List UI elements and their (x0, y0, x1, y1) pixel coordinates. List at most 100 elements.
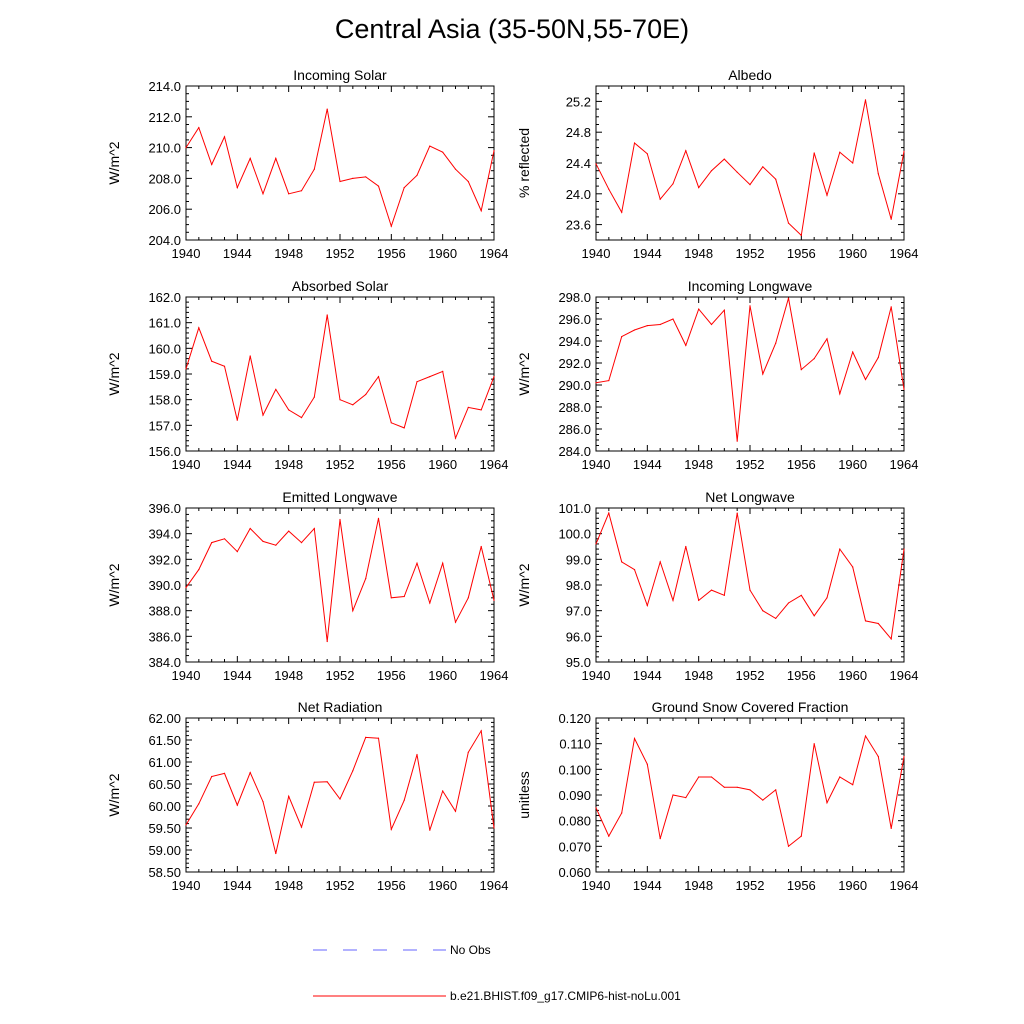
data-point (403, 799, 405, 801)
data-point (467, 406, 469, 408)
y-tick-label: 210.0 (148, 141, 181, 156)
x-tick-label: 1956 (377, 668, 406, 683)
data-point (339, 399, 341, 401)
data-point (659, 561, 661, 563)
plot-frame (595, 507, 905, 663)
x-tick-label: 1944 (223, 668, 252, 683)
data-point (877, 755, 879, 758)
y-tick-label: 288.0 (558, 400, 591, 415)
data-point (633, 142, 636, 144)
panel-title: Albedo (728, 67, 772, 83)
data-point (633, 737, 636, 740)
x-tick-label: 1948 (274, 878, 303, 893)
y-tick-label: 97.0 (566, 604, 591, 619)
x-tick-label: 1964 (480, 457, 509, 472)
data-point (864, 99, 867, 101)
data-point (723, 786, 725, 788)
series-line (185, 729, 495, 854)
legend-entry: b.e21.BHIST.f09_g17.CMIP6-hist-noLu.001 (313, 989, 681, 1003)
data-point (377, 737, 380, 739)
y-tick-label: 59.00 (148, 843, 181, 858)
y-tick-label: 162.0 (148, 290, 181, 305)
x-tick-label: 1960 (428, 457, 457, 472)
data-point (685, 797, 687, 799)
data-point (390, 422, 392, 424)
panel-title: Net Radiation (298, 699, 383, 715)
y-tick-label: 61.00 (148, 755, 181, 770)
data-point (493, 376, 495, 378)
data-point (646, 325, 648, 327)
data-point (787, 297, 790, 299)
legend-entry: No Obs (313, 943, 491, 957)
y-tick-label: 161.0 (148, 316, 181, 331)
data-point (403, 187, 405, 189)
data-point (467, 751, 469, 753)
y-tick-label: 60.00 (148, 799, 181, 814)
y-tick-label: 0.080 (558, 814, 591, 829)
x-tick-label: 1964 (890, 457, 919, 472)
data-point (646, 604, 648, 607)
x-tick-label: 1960 (428, 246, 457, 261)
y-tick-label: 101.0 (558, 501, 591, 516)
data-point (403, 595, 405, 598)
panel-net-radiation: 1940 1944 1948 1952 1956 1960 1964 58.50 59.00 59… (106, 699, 508, 893)
data-point (685, 344, 687, 346)
series-line (595, 297, 905, 442)
x-tick-label: 1960 (428, 668, 457, 683)
data-point (787, 845, 790, 847)
x-tick-label: 1952 (326, 878, 355, 893)
y-tick-label: 396.0 (148, 501, 181, 516)
data-point (211, 775, 213, 778)
data-point (608, 512, 610, 514)
y-tick-label: 24.4 (566, 156, 591, 171)
y-tick-label: 24.0 (566, 187, 591, 202)
data-point (223, 772, 226, 775)
y-tick-label: 59.50 (148, 821, 181, 836)
data-point (839, 393, 841, 395)
x-tick-label: 1944 (223, 246, 252, 261)
y-tick-label: 0.070 (558, 839, 591, 854)
data-point (890, 218, 892, 220)
data-point (493, 150, 495, 152)
x-tick-label: 1948 (684, 457, 713, 472)
y-tick-label: 296.0 (558, 312, 591, 327)
data-point (813, 743, 815, 745)
x-tick-label: 1960 (838, 878, 867, 893)
data-point (211, 542, 213, 544)
data-point (223, 136, 226, 138)
data-point (633, 569, 636, 571)
data-point (839, 548, 841, 550)
data-point (762, 610, 764, 612)
x-tick-label: 1960 (428, 878, 457, 893)
data-point (493, 599, 495, 602)
data-point (454, 621, 457, 623)
data-point (877, 356, 879, 359)
data-point (903, 150, 905, 152)
data-point (429, 829, 431, 831)
y-tick-label: 0.110 (559, 737, 591, 752)
data-point (839, 776, 841, 778)
data-point (390, 597, 392, 599)
data-point (249, 157, 251, 159)
data-point (852, 566, 854, 568)
data-point (903, 388, 905, 390)
data-point (236, 804, 238, 806)
data-point (736, 512, 738, 514)
panel-emitted-longwave: 1940 1944 1948 1952 1956 1960 1964 384.0 386.0 38… (106, 489, 508, 683)
data-point (236, 419, 238, 421)
x-tick-label: 1948 (274, 246, 303, 261)
data-point (685, 150, 687, 152)
y-tick-label: 60.50 (148, 777, 181, 792)
data-point (365, 736, 367, 739)
x-tick-label: 1940 (582, 878, 611, 893)
data-point (800, 594, 802, 596)
data-point (288, 409, 290, 411)
data-point (608, 188, 610, 190)
data-point (275, 388, 277, 390)
data-point (903, 548, 905, 550)
data-point (864, 620, 867, 622)
data-point (390, 828, 392, 830)
data-point (710, 776, 713, 778)
data-point (442, 370, 444, 372)
